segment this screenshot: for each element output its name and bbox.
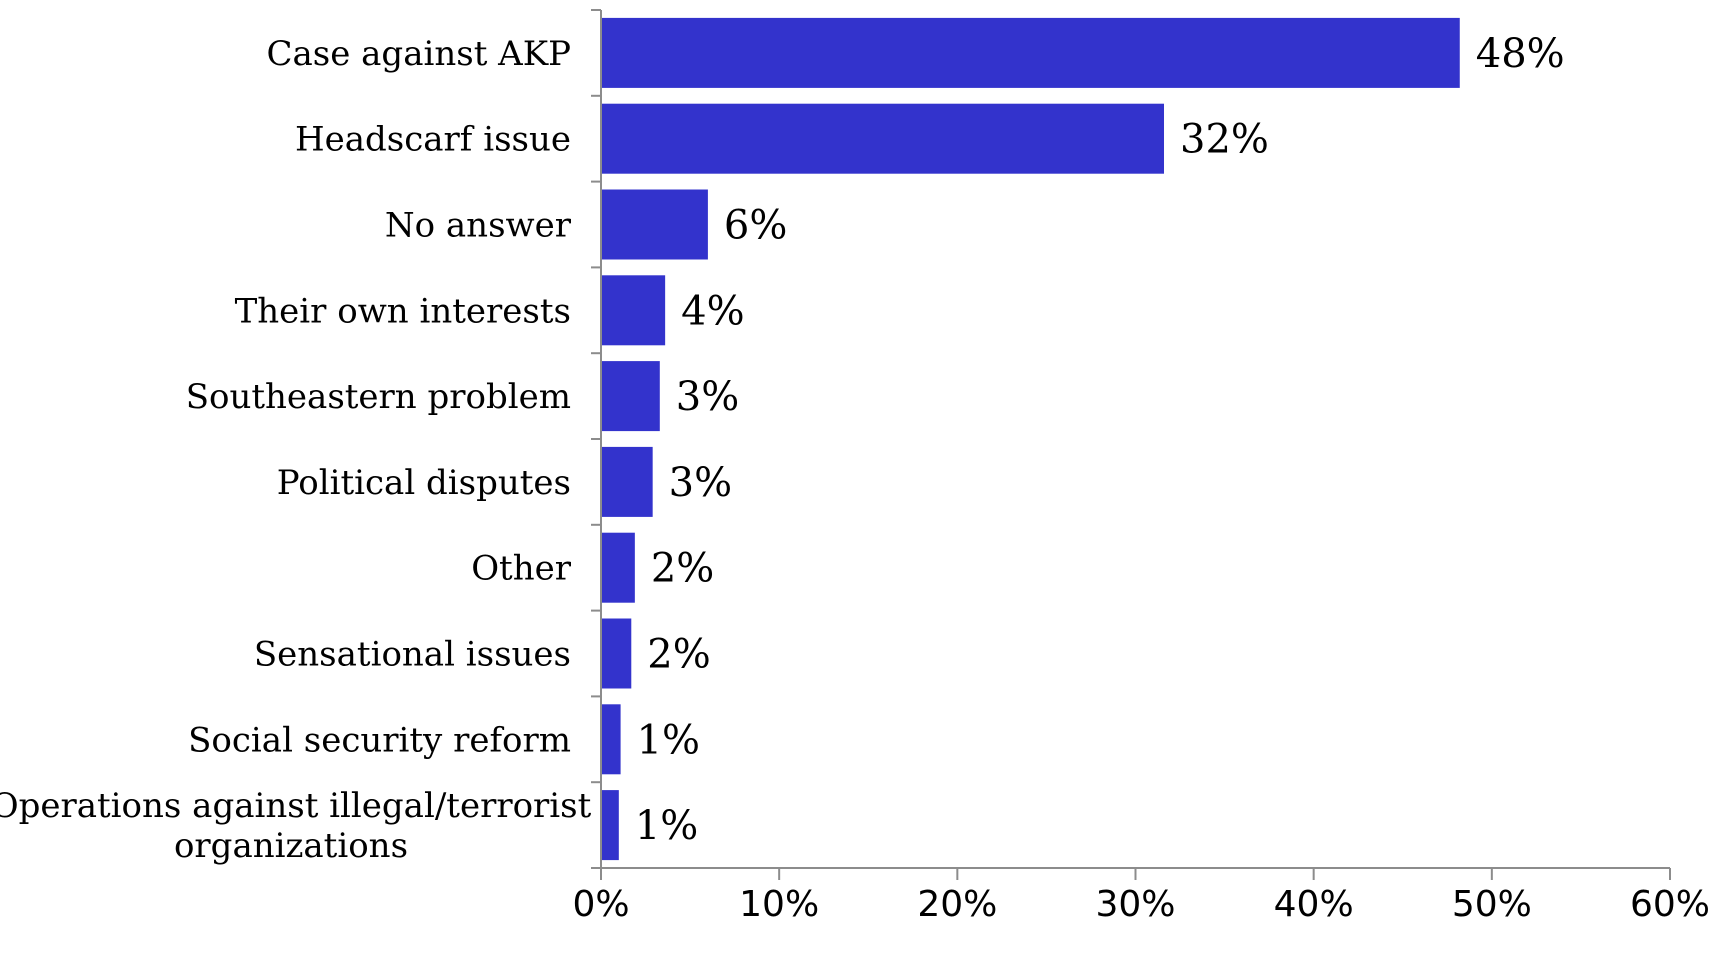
bar-8 — [601, 704, 621, 775]
bar-4 — [601, 361, 660, 432]
x-tick-label-2: 20% — [917, 884, 997, 925]
category-label-7: Sensational issues — [254, 635, 571, 675]
bar-5 — [601, 446, 653, 517]
bar-0 — [601, 17, 1460, 88]
x-tick-label-5: 50% — [1452, 884, 1532, 925]
data-label-2: 6% — [724, 203, 787, 249]
axes-layer — [591, 9, 1671, 880]
bar-9 — [601, 790, 619, 861]
x-tick-label-3: 30% — [1095, 884, 1175, 925]
x-tick-label-6: 60% — [1630, 884, 1710, 925]
category-label-9: Operations against illegal/terrorist orga… — [0, 786, 592, 866]
x-tick-label-4: 40% — [1274, 884, 1354, 925]
data-label-5: 3% — [669, 460, 732, 506]
bar-2 — [601, 189, 708, 260]
bars-layer — [601, 17, 1460, 861]
data-label-1: 32% — [1180, 117, 1269, 163]
x-tick-label-1: 10% — [739, 884, 819, 925]
category-label-2: No answer — [385, 206, 572, 246]
category-label-5: Political disputes — [277, 463, 571, 503]
category-label-8: Social security reform — [188, 720, 571, 760]
x-tick-label-0: 0% — [572, 884, 629, 925]
data-label-8: 1% — [637, 717, 700, 763]
labels-layer: 48% Case against AKP 32% Headscarf issue 6% N… — [0, 31, 1710, 925]
data-label-0: 48% — [1476, 31, 1565, 77]
bar-1 — [601, 103, 1165, 174]
data-label-6: 2% — [651, 546, 714, 592]
data-label-3: 4% — [681, 288, 744, 334]
data-label-7: 2% — [647, 632, 710, 678]
bar-3 — [601, 275, 666, 346]
category-label-9-line-0: Operations against illegal/terrorist — [0, 786, 592, 826]
category-label-9-line-1: organizations — [174, 826, 408, 866]
category-label-0: Case against AKP — [267, 34, 572, 74]
data-label-9: 1% — [635, 803, 698, 849]
category-label-6: Other — [471, 549, 572, 589]
bar-7 — [601, 618, 632, 689]
bar-6 — [601, 532, 635, 603]
category-label-4: Southeastern problem — [186, 377, 571, 417]
category-label-3: Their own interests — [235, 291, 571, 331]
data-label-4: 3% — [676, 374, 739, 420]
category-label-1: Headscarf issue — [295, 120, 571, 160]
